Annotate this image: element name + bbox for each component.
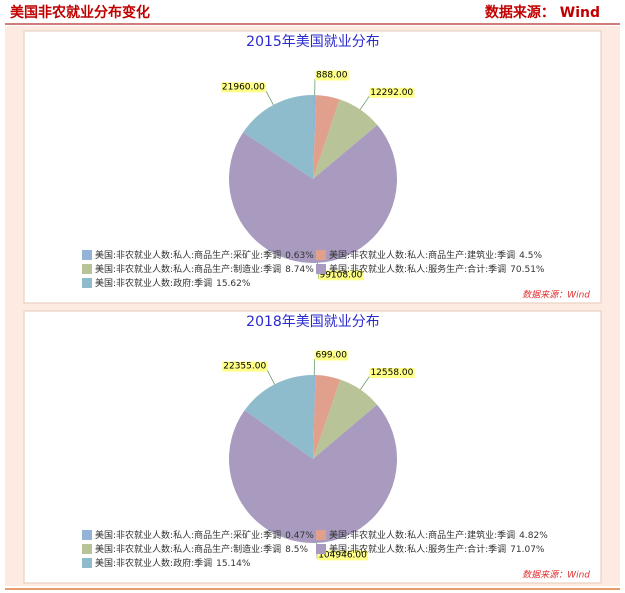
- chart-source: 数据来源：Wind: [522, 570, 590, 581]
- data-label-group: 22355.00: [222, 361, 268, 372]
- legend-name: 美国:非农就业人数:政府:季调: [95, 557, 212, 569]
- legend-label: 美国:非农就业人数:私人:商品生产:制造业:季调 8.5%: [95, 543, 308, 555]
- legend-swatch: [316, 250, 326, 260]
- chart-title: 2015年美国就业分布: [246, 34, 380, 50]
- data-label-bg: [317, 550, 369, 561]
- legend-percent: 4.82%: [519, 531, 548, 541]
- legend-percent: 4.5%: [519, 251, 542, 261]
- pie-slice: [313, 379, 378, 459]
- legend-percent: 0.63%: [285, 251, 314, 261]
- data-label-group: 888.00: [314, 70, 349, 81]
- legend-swatch: [82, 264, 92, 274]
- chart-title: 2018年美国就业分布: [246, 314, 380, 330]
- data-label-bg: [369, 87, 415, 98]
- legend-percent: 8.74%: [285, 265, 314, 275]
- legend-label: 美国:非农就业人数:政府:季调 15.62%: [95, 277, 251, 289]
- data-label: 21960.00: [222, 82, 265, 92]
- data-label-group: 99108.00: [318, 270, 364, 281]
- legend-swatch: [316, 264, 326, 274]
- legend-swatch: [82, 278, 92, 288]
- legend-percent: 0.47%: [285, 531, 314, 541]
- data-label: 888.00: [316, 71, 348, 81]
- data-label: 22355.00: [223, 362, 266, 372]
- data-label: 12558.00: [370, 368, 413, 378]
- legend-percent: 70.51%: [510, 265, 545, 275]
- data-label-group: 104946.00: [317, 550, 369, 561]
- pie-slice: [229, 124, 397, 263]
- legend-name: 美国:非农就业人数:私人:服务生产:合计:季调: [329, 543, 506, 555]
- legend-name: 美国:非农就业人数:政府:季调: [95, 277, 212, 289]
- legend-label: 美国:非农就业人数:私人:商品生产:采矿业:季调 0.63%: [95, 249, 314, 261]
- data-label-bg: [220, 82, 267, 93]
- legend-percent: 8.5%: [285, 545, 308, 555]
- pie-slice: [228, 404, 397, 543]
- pie-slice: [244, 375, 313, 459]
- legend-label: 美国:非农就业人数:私人:服务生产:合计:季调 71.07%: [329, 543, 545, 555]
- page-title: 美国非农就业分布变化: [10, 4, 150, 21]
- legend-label: 美国:非农就业人数:政府:季调 15.14%: [95, 557, 251, 569]
- data-label-bg: [318, 270, 364, 281]
- legend-percent: 71.07%: [510, 545, 545, 555]
- pie-slice: [313, 95, 340, 179]
- legend-name: 美国:非农就业人数:私人:商品生产:建筑业:季调: [329, 529, 515, 541]
- chart-source: 数据来源：Wind: [522, 290, 590, 301]
- pie-slice: [313, 95, 317, 179]
- pie-slice: [243, 95, 313, 179]
- legend-swatch: [82, 250, 92, 260]
- legend-name: 美国:非农就业人数:私人:服务生产:合计:季调: [329, 263, 506, 275]
- leader-line: [266, 369, 275, 385]
- data-label-bg: [314, 70, 349, 81]
- leader-line: [360, 376, 370, 390]
- data-label-bg: [314, 350, 349, 361]
- data-label: 699.00: [315, 351, 347, 361]
- pie-slice: [313, 375, 341, 459]
- legend-label: 美国:非农就业人数:私人:商品生产:建筑业:季调 4.82%: [329, 529, 548, 541]
- data-label: 104946.00: [318, 550, 367, 560]
- data-label-bg: [222, 361, 268, 372]
- legend-percent: 15.62%: [216, 279, 251, 289]
- legend-swatch: [316, 544, 326, 554]
- data-label-group: 12292.00: [369, 87, 415, 98]
- legend-name: 美国:非农就业人数:私人:商品生产:制造业:季调: [95, 263, 281, 275]
- leader-line: [359, 96, 370, 110]
- page-source: 数据来源： Wind: [485, 4, 600, 21]
- data-label-group: 699.00: [314, 350, 349, 361]
- legend-label: 美国:非农就业人数:私人:商品生产:采矿业:季调 0.47%: [95, 529, 314, 541]
- legend-name: 美国:非农就业人数:私人:商品生产:制造业:季调: [95, 543, 281, 555]
- legend-swatch: [316, 530, 326, 540]
- data-label: 99108.00: [319, 270, 362, 280]
- data-label-group: 21960.00: [220, 82, 267, 93]
- legend-label: 美国:非农就业人数:私人:商品生产:制造业:季调 8.74%: [95, 263, 314, 275]
- legend-label: 美国:非农就业人数:私人:服务生产:合计:季调 70.51%: [329, 263, 545, 275]
- legend-swatch: [82, 558, 92, 568]
- data-label-group: 12558.00: [369, 367, 415, 378]
- legend-swatch: [82, 530, 92, 540]
- pie-slice: [313, 99, 378, 179]
- legend-label: 美国:非农就业人数:私人:商品生产:建筑业:季调 4.5%: [329, 249, 542, 261]
- legend-name: 美国:非农就业人数:私人:商品生产:建筑业:季调: [329, 249, 515, 261]
- legend-name: 美国:非农就业人数:私人:商品生产:采矿业:季调: [95, 249, 281, 261]
- legend-percent: 15.14%: [216, 559, 251, 569]
- pie-slice: [313, 375, 316, 459]
- data-label-bg: [369, 367, 415, 378]
- data-label: 12292.00: [370, 88, 413, 98]
- leader-line: [265, 90, 274, 106]
- legend-name: 美国:非农就业人数:私人:商品生产:采矿业:季调: [95, 529, 281, 541]
- legend-swatch: [82, 544, 92, 554]
